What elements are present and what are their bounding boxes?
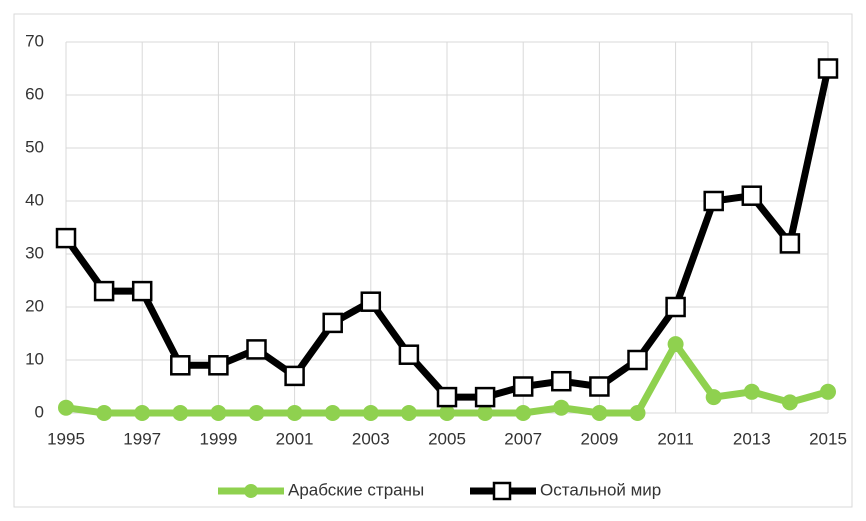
marker [551,370,572,392]
x-tick-label: 2003 [352,429,390,448]
y-tick-label: 0 [35,402,44,421]
x-tick-label: 1995 [47,429,85,448]
marker [172,405,189,421]
marker [210,405,227,421]
marker [665,296,686,318]
y-tick-label: 40 [25,190,44,209]
marker [55,227,77,249]
x-tick-label: 2007 [504,429,542,448]
marker [284,365,305,387]
chart-border [13,13,853,508]
marker [134,405,151,421]
marker [248,405,265,421]
x-tick-label: 2001 [276,429,314,448]
legend-marker [492,481,512,501]
y-tick-label: 10 [25,349,44,368]
marker [360,291,382,312]
x-tick-label: 2011 [657,429,694,448]
x-tick-label: 2013 [733,429,771,448]
legend-marker [244,484,258,498]
marker [96,405,113,421]
marker [477,405,494,421]
marker [58,399,74,416]
marker [170,355,191,376]
legend-label: Остальной мир [540,480,661,499]
marker [703,190,724,212]
y-tick-label: 20 [25,296,44,315]
y-tick-label: 70 [25,31,44,50]
marker [93,280,115,302]
marker [515,405,532,421]
marker [820,383,836,400]
marker [246,339,267,360]
marker [398,344,420,365]
marker [439,405,455,421]
marker [629,405,646,421]
marker [512,376,534,397]
marker [131,280,153,302]
marker [705,389,722,406]
y-tick-label: 60 [25,84,44,103]
marker [436,386,458,408]
marker [553,399,570,416]
y-tick-label: 50 [25,137,44,156]
x-tick-label: 2015 [809,429,847,448]
marker [741,185,763,206]
marker [474,386,496,408]
marker [667,336,684,353]
marker [362,405,379,421]
x-tick-label: 2009 [580,429,618,448]
marker [400,405,417,421]
y-tick-label: 30 [25,243,44,262]
marker [324,405,341,421]
legend-label: Арабские страны [288,480,424,499]
marker [817,58,839,79]
marker [322,312,343,334]
marker [743,383,760,400]
marker [781,394,798,411]
marker [589,376,610,397]
x-tick-label: 1999 [199,429,237,448]
marker [591,405,608,421]
x-tick-label: 1997 [123,429,161,448]
marker [208,355,229,376]
x-tick-label: 2005 [428,429,466,448]
marker [779,233,801,254]
marker [286,405,303,421]
marker [627,349,648,371]
